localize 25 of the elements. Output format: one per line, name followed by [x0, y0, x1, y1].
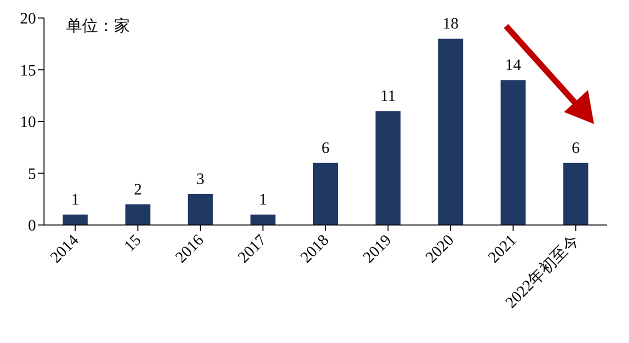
y-tick-label: 5 — [28, 166, 36, 183]
bar — [250, 214, 276, 225]
data-label: 2 — [134, 181, 142, 198]
x-tick-label: 15 — [121, 232, 145, 256]
data-label: 18 — [442, 16, 459, 33]
bar — [125, 204, 150, 225]
y-tick-label: 0 — [28, 218, 36, 235]
bar — [312, 162, 338, 225]
annotation: 单位：家 — [66, 16, 130, 37]
y-tick-label: 15 — [20, 62, 36, 80]
data-label: 6 — [572, 140, 580, 157]
data-label: 14 — [505, 57, 522, 74]
bar — [563, 162, 588, 225]
bar — [438, 38, 464, 225]
x-tick-label: 2021 — [485, 232, 520, 266]
bar — [376, 111, 401, 225]
data-label: 11 — [380, 88, 396, 106]
y-tick-label: 20 — [20, 10, 36, 28]
data-label: 6 — [322, 140, 330, 157]
data-label: 1 — [258, 192, 267, 209]
bar — [62, 214, 88, 225]
data-label: 1 — [71, 192, 80, 209]
y-tick-label: 10 — [20, 114, 36, 132]
data-label: 3 — [196, 170, 204, 188]
bar — [188, 194, 213, 225]
